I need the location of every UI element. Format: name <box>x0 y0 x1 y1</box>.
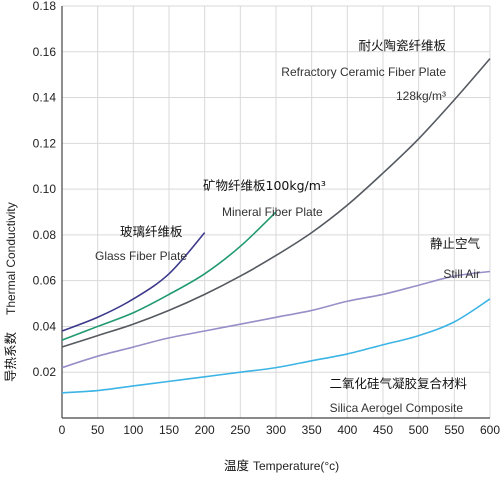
mineral-label-cn: 矿物纤维板100kg/m³ <box>203 178 326 193</box>
y-tick-label: 0.04 <box>33 319 57 333</box>
y-axis-title-cn: 导热系数 <box>3 331 18 382</box>
x-tick-label: 150 <box>159 423 179 437</box>
y-tick-label: 0.02 <box>33 365 57 379</box>
x-tick-label: 350 <box>302 423 322 437</box>
grid-lines <box>62 5 491 418</box>
x-tick-label: 300 <box>266 423 286 437</box>
x-tick-label: 400 <box>337 423 357 437</box>
air-label-cn: 静止空气 <box>430 236 481 251</box>
x-tick-label: 50 <box>91 423 105 437</box>
axes <box>61 6 490 419</box>
x-tick-label: 200 <box>195 423 215 437</box>
y-axis-title-en: Thermal Conductivity <box>4 202 18 315</box>
y-tick-label: 0.12 <box>33 136 57 150</box>
aerogel-series-line <box>61 298 491 394</box>
aerogel-label-cn: 二氧化硅气凝胶复合材料 <box>329 376 467 391</box>
air-label-en: Still Air <box>443 267 480 281</box>
series-lines <box>61 58 491 394</box>
y-tick-label: 0.06 <box>33 274 57 288</box>
x-tick-labels: 0 50 100 150 200 250 300 350 400 450 500 550 600 <box>59 423 500 437</box>
ceramic-label-en: Refractory Ceramic Fiber Plate <box>281 65 446 79</box>
y-tick-labels: 0.02 0.04 0.06 0.08 0.10 0.12 0.14 0.16 0.18 <box>33 0 57 379</box>
x-tick-label: 450 <box>373 423 393 437</box>
aerogel-label-en: Silica Aerogel Composite <box>330 401 464 415</box>
y-tick-label: 0.18 <box>33 0 57 13</box>
air-series-line <box>61 270 491 369</box>
x-axis-title-cn: 温度 <box>224 458 250 473</box>
mineral-series-line <box>61 211 277 341</box>
glass-label-en: Glass Fiber Plate <box>95 249 187 263</box>
x-tick-label: 500 <box>409 423 429 437</box>
x-tick-label: 0 <box>59 423 66 437</box>
y-tick-label: 0.10 <box>33 182 57 196</box>
glass-series-line <box>61 232 206 332</box>
x-tick-label: 100 <box>123 423 143 437</box>
x-tick-label: 550 <box>444 423 464 437</box>
glass-label-cn: 玻璃纤维板 <box>120 224 183 239</box>
ceramic-label-cn: 耐火陶瓷纤维板 <box>358 38 446 53</box>
x-tick-label: 600 <box>480 423 500 437</box>
x-axis-title-en: Temperature(°c) <box>253 459 339 473</box>
mineral-label-en: Mineral Fiber Plate <box>222 205 323 219</box>
ceramic-series-line <box>61 58 491 348</box>
x-tick-label: 250 <box>230 423 250 437</box>
y-tick-label: 0.08 <box>33 228 57 242</box>
y-tick-label: 0.16 <box>33 45 57 59</box>
y-tick-label: 0.14 <box>33 91 57 105</box>
ceramic-label-density: 128kg/m³ <box>396 89 446 103</box>
